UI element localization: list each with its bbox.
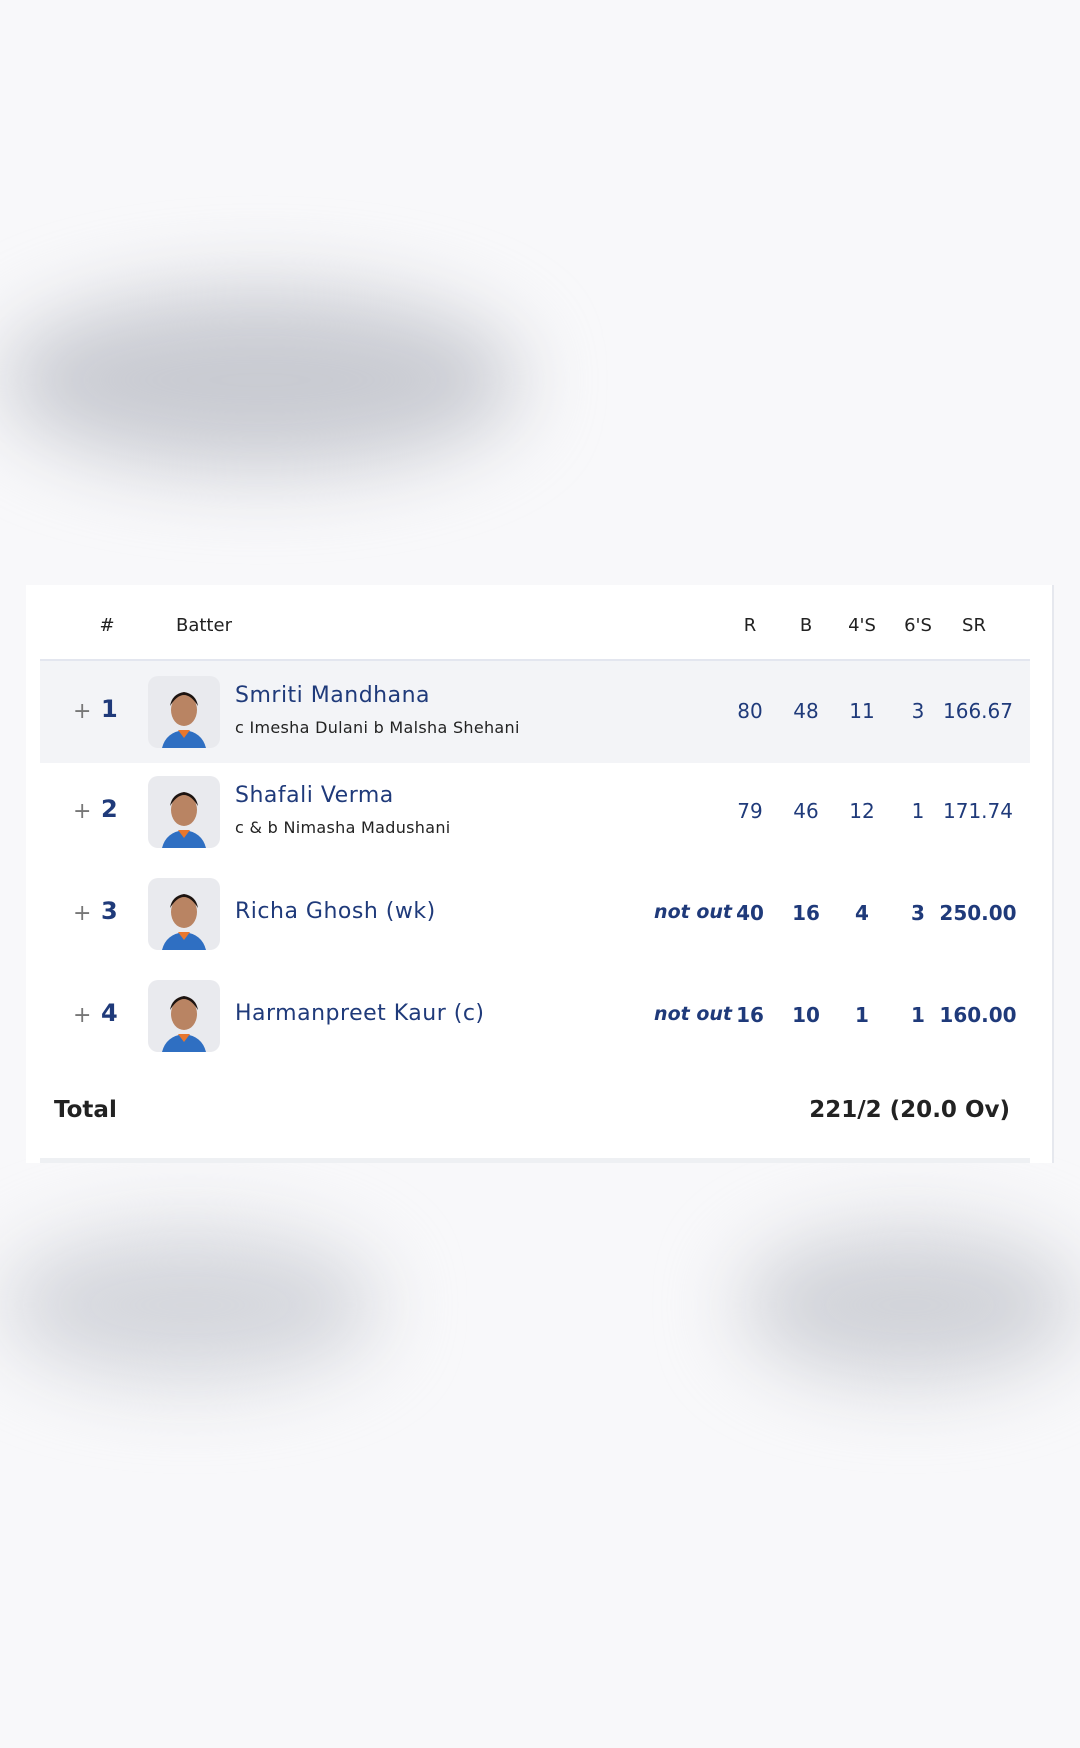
expand-icon[interactable]: + — [73, 1003, 92, 1028]
stat-r: 80 — [737, 699, 763, 723]
header-number: # — [99, 615, 115, 636]
batter-row[interactable]: + 4 Harmanpreet Kaur (c) not out 16 10 1 1 … — [40, 965, 1030, 1067]
dismissal-text: c Imesha Dulani b Malsha Shehani — [235, 718, 520, 737]
stat-sixes: 1 — [911, 1003, 925, 1027]
stat-r: 79 — [737, 799, 763, 823]
stat-fours: 4 — [855, 901, 869, 925]
expand-icon[interactable]: + — [73, 901, 92, 926]
batter-number: 4 — [101, 999, 118, 1027]
stat-r: 16 — [736, 1003, 764, 1027]
header-batter: Batter — [176, 615, 232, 636]
batter-name[interactable]: Smriti Mandhana — [235, 683, 431, 708]
stat-b: 46 — [793, 799, 819, 823]
total-label: Total — [54, 1097, 117, 1123]
batter-name[interactable]: Richa Ghosh (wk) — [235, 899, 436, 924]
divider — [40, 1158, 1030, 1163]
stat-r: 40 — [736, 901, 764, 925]
player-avatar — [148, 980, 220, 1052]
batter-name[interactable]: Harmanpreet Kaur (c) — [235, 1001, 485, 1026]
stat-strike-rate: 160.00 — [939, 1003, 1017, 1027]
player-avatar — [148, 878, 220, 950]
batting-scorecard: # Batter R B 4'S 6'S SR + 1 Smriti Mandh… — [26, 585, 1054, 1163]
header-sixes: 6'S — [904, 615, 932, 636]
stat-strike-rate: 250.00 — [939, 901, 1017, 925]
player-avatar — [148, 776, 220, 848]
header-balls: B — [799, 615, 813, 636]
stat-b: 16 — [792, 901, 820, 925]
batter-number: 2 — [101, 795, 118, 823]
header-runs: R — [743, 615, 757, 636]
stat-b: 10 — [792, 1003, 820, 1027]
batting-status: not out — [654, 1003, 732, 1025]
stat-fours: 1 — [855, 1003, 869, 1027]
stat-fours: 11 — [849, 699, 875, 723]
dismissal-text: c & b Nimasha Madushani — [235, 818, 451, 837]
batter-row[interactable]: + 2 Shafali Verma c & b Nimasha Madushan… — [40, 761, 1030, 863]
header-fours: 4'S — [848, 615, 876, 636]
stat-b: 48 — [793, 699, 819, 723]
batting-status: not out — [654, 901, 732, 923]
background-blur — [0, 290, 520, 470]
player-avatar — [148, 676, 220, 748]
batter-number: 1 — [101, 695, 118, 723]
stat-sixes: 3 — [911, 901, 925, 925]
expand-icon[interactable]: + — [73, 799, 92, 824]
background-blur — [0, 1230, 380, 1380]
stat-fours: 12 — [849, 799, 875, 823]
header-strike-rate: SR — [962, 615, 986, 636]
batter-row[interactable]: + 3 Richa Ghosh (wk) not out 40 16 4 3 250.… — [40, 863, 1030, 965]
batter-row[interactable]: + 1 Smriti Mandhana c Imesha Dulani b Ma… — [40, 659, 1030, 763]
batter-name[interactable]: Shafali Verma — [235, 783, 394, 808]
background-blur — [740, 1230, 1080, 1380]
stat-strike-rate: 166.67 — [943, 699, 1013, 723]
batter-number: 3 — [101, 897, 118, 925]
total-value: 221/2 (20.0 Ov) — [809, 1097, 1010, 1123]
stat-sixes: 1 — [911, 799, 925, 823]
stat-sixes: 3 — [911, 699, 925, 723]
expand-icon[interactable]: + — [73, 699, 92, 724]
stat-strike-rate: 171.74 — [943, 799, 1013, 823]
